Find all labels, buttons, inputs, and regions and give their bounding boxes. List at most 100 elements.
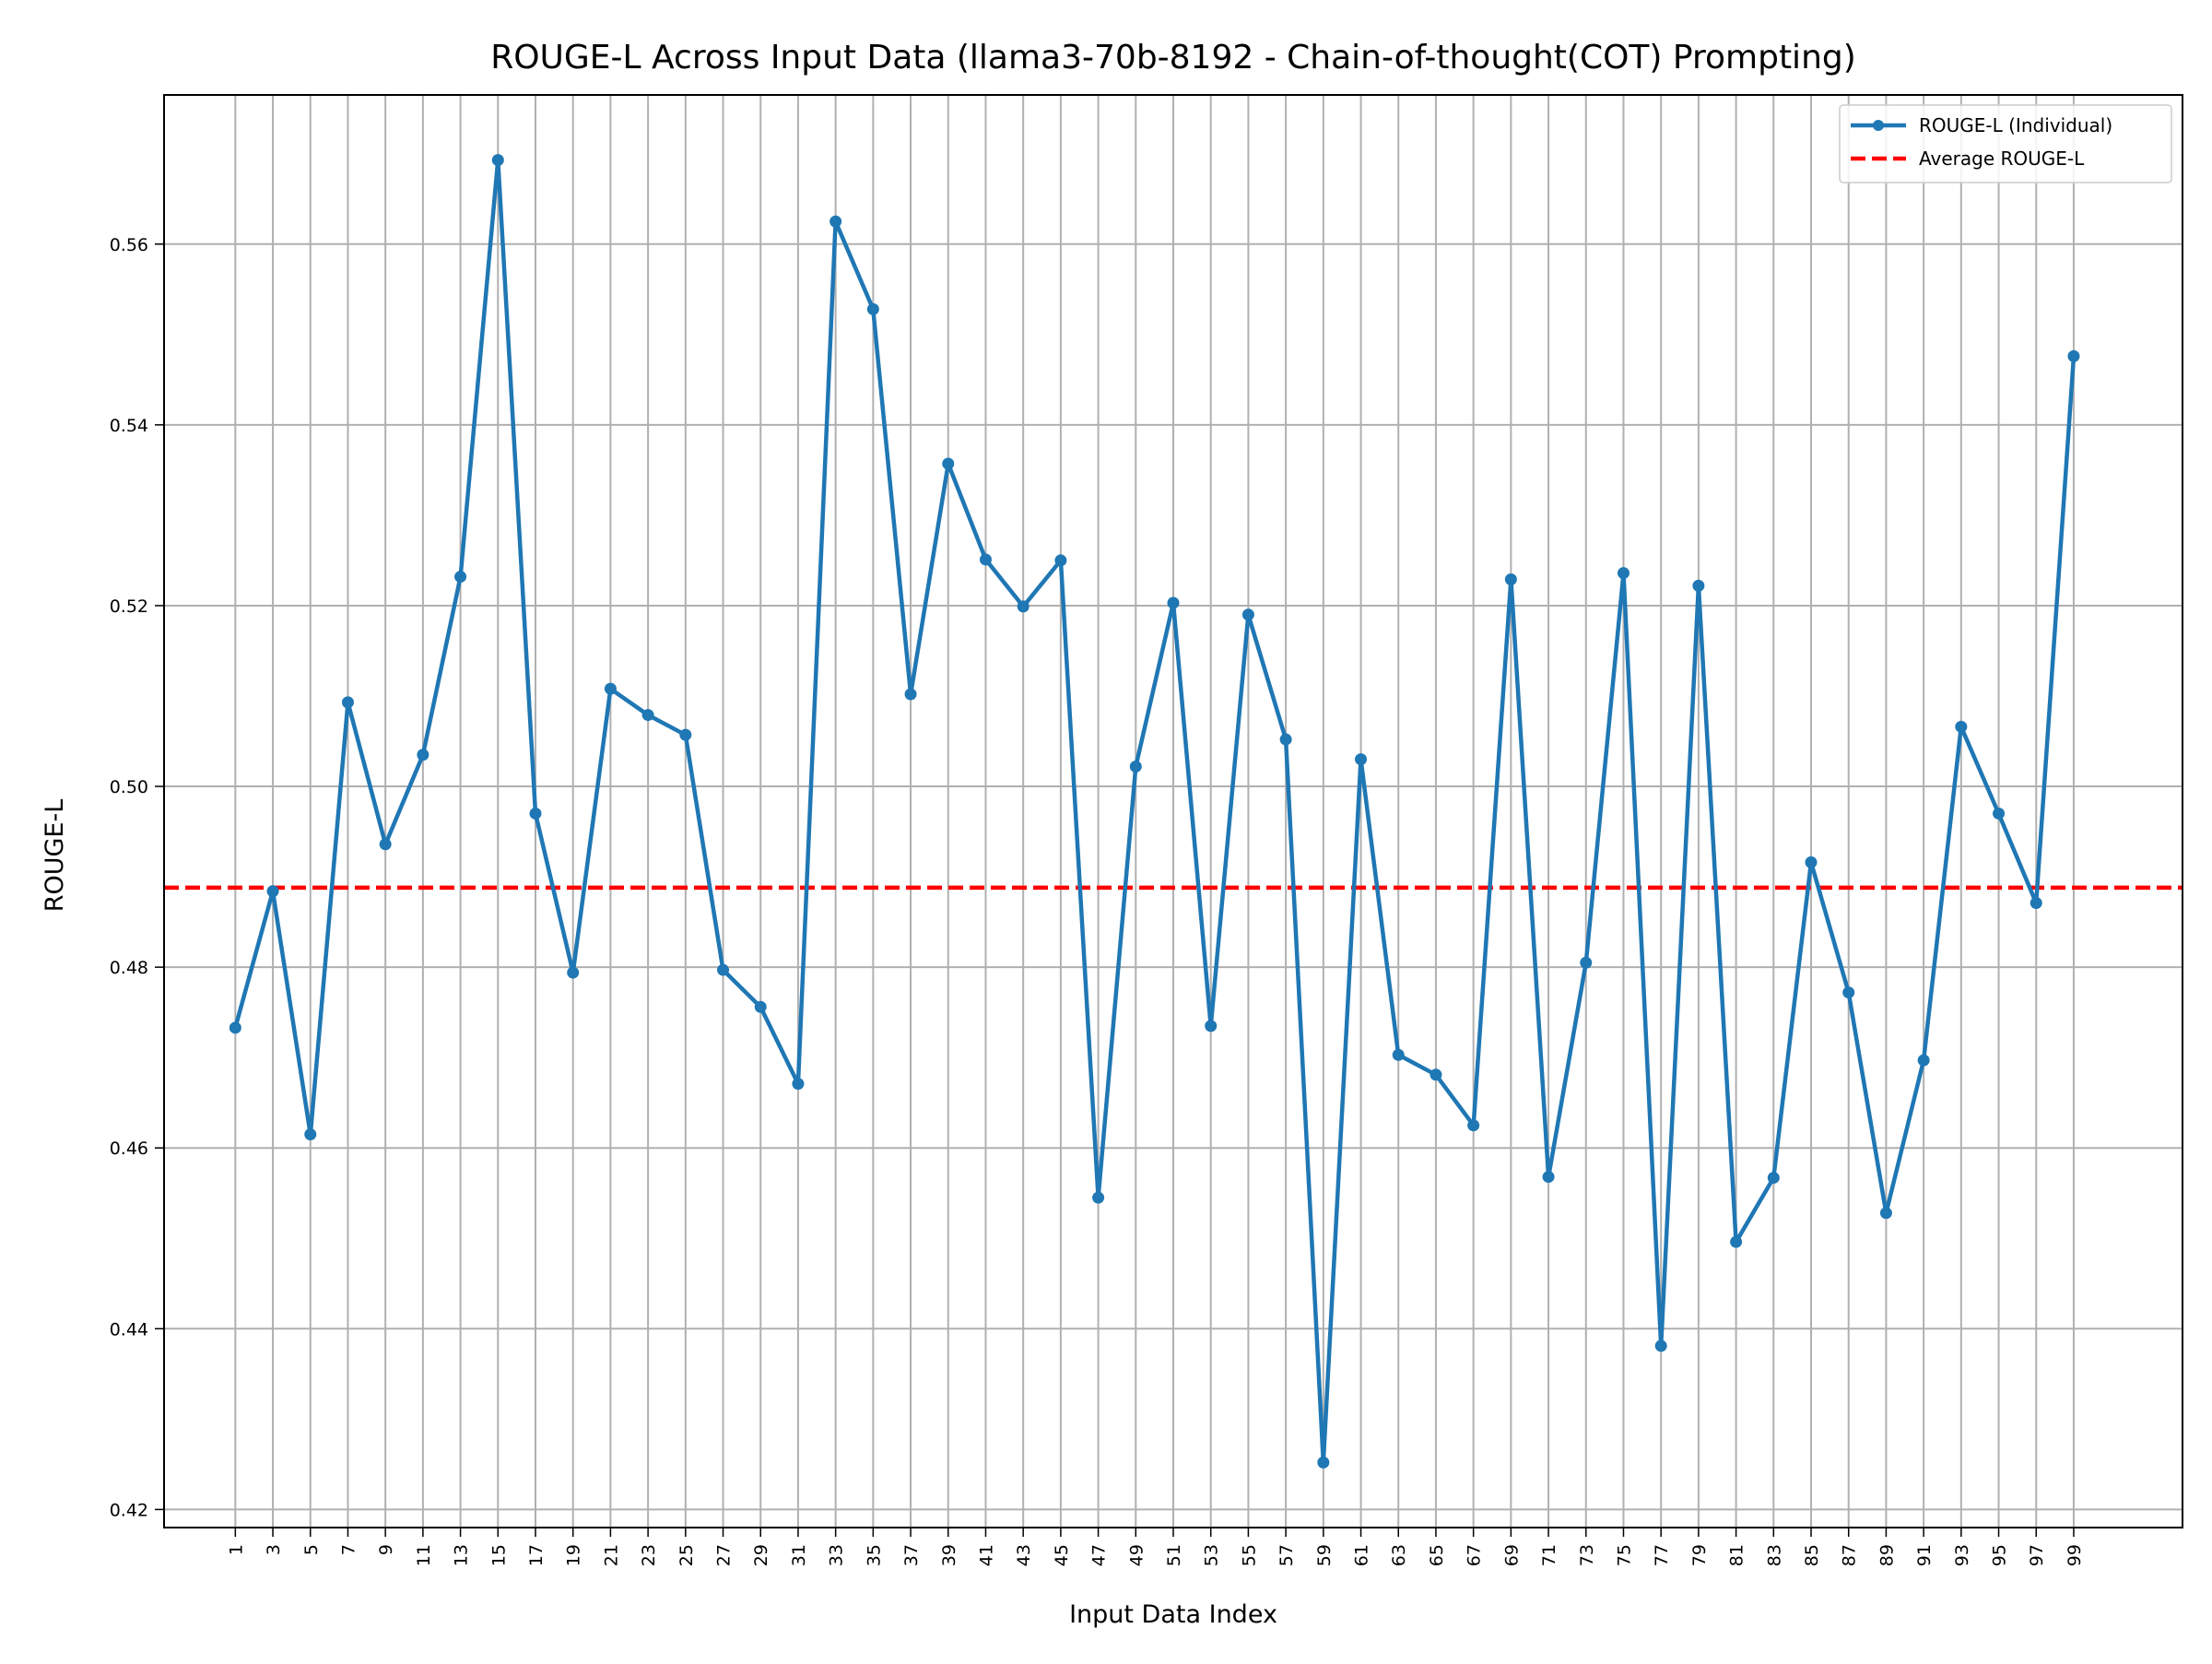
- data-point: [1355, 753, 1368, 766]
- x-tick-label: 89: [1877, 1544, 1897, 1566]
- data-point: [1617, 567, 1630, 580]
- data-point: [1917, 1054, 1930, 1067]
- y-tick-label: 0.50: [110, 777, 148, 797]
- data-point: [641, 709, 654, 722]
- data-point: [1730, 1235, 1743, 1248]
- x-tick-label: 79: [1689, 1544, 1710, 1566]
- x-tick-label: 65: [1427, 1544, 1447, 1566]
- x-tick-label: 51: [1164, 1544, 1184, 1566]
- data-point: [717, 963, 730, 976]
- x-tick-label: 87: [1840, 1544, 1860, 1566]
- x-tick-label: 15: [488, 1544, 509, 1566]
- data-point: [266, 885, 279, 898]
- x-tick-label: 33: [827, 1544, 847, 1566]
- x-tick-label: 53: [1202, 1544, 1222, 1566]
- x-tick-label: 39: [939, 1544, 959, 1566]
- data-point: [1767, 1172, 1780, 1185]
- legend-label-average: Average ROUGE-L: [1919, 148, 2085, 170]
- x-tick-label: 41: [976, 1544, 996, 1566]
- x-tick-label: 85: [1802, 1544, 1822, 1566]
- data-point: [754, 1000, 767, 1013]
- data-point: [1241, 608, 1254, 621]
- x-tick-label: 19: [564, 1544, 584, 1566]
- y-tick-label: 0.42: [110, 1500, 148, 1520]
- data-point: [866, 302, 879, 315]
- chart-title: ROUGE-L Across Input Data (llama3-70b-81…: [490, 39, 1856, 77]
- data-point: [1842, 986, 1855, 999]
- x-tick-label: 25: [677, 1544, 697, 1566]
- data-point: [491, 154, 504, 167]
- data-point: [1279, 733, 1292, 746]
- x-tick-label: 7: [338, 1544, 359, 1555]
- x-tick-label: 63: [1389, 1544, 1409, 1566]
- data-point: [454, 571, 467, 584]
- data-point: [341, 696, 354, 709]
- x-tick-label: 37: [901, 1544, 922, 1566]
- x-tick-label: 97: [2027, 1544, 2047, 1566]
- data-point: [1805, 856, 1818, 868]
- x-tick-label: 71: [1539, 1544, 1559, 1566]
- x-tick-label: 59: [1314, 1544, 1335, 1566]
- x-tick-label: 57: [1277, 1544, 1297, 1566]
- data-point: [1017, 600, 1030, 613]
- data-point: [529, 807, 542, 820]
- y-tick-label: 0.52: [110, 596, 148, 617]
- data-point: [2067, 349, 2080, 362]
- data-point: [1654, 1339, 1667, 1352]
- data-point: [229, 1021, 241, 1034]
- data-point: [1993, 807, 2006, 820]
- x-tick-label: 47: [1089, 1544, 1110, 1566]
- x-tick-label: 11: [414, 1544, 434, 1566]
- x-tick-label: 75: [1614, 1544, 1634, 1566]
- data-point: [1129, 760, 1142, 773]
- x-tick-label: 3: [264, 1544, 284, 1555]
- x-tick-label: 13: [452, 1544, 472, 1566]
- x-tick-label: 5: [301, 1544, 322, 1555]
- data-point: [979, 553, 992, 566]
- y-tick-label: 0.48: [110, 958, 148, 978]
- data-point: [1542, 1171, 1555, 1184]
- data-point: [942, 457, 955, 470]
- x-tick-label: 17: [526, 1544, 547, 1566]
- data-point: [567, 966, 580, 979]
- data-point: [417, 749, 429, 761]
- x-tick-label: 21: [601, 1544, 621, 1566]
- y-tick-label: 0.54: [110, 416, 148, 436]
- data-point: [1504, 573, 1517, 586]
- x-tick-label: 45: [1052, 1544, 1072, 1566]
- data-point: [1092, 1191, 1105, 1204]
- x-tick-label: 61: [1352, 1544, 1372, 1566]
- data-point: [304, 1128, 317, 1141]
- x-tick-label: 69: [1501, 1544, 1522, 1566]
- x-tick-label: 73: [1577, 1544, 1597, 1566]
- x-tick-label: 31: [789, 1544, 809, 1566]
- x-tick-label: 9: [376, 1544, 396, 1555]
- y-tick-label: 0.56: [110, 235, 148, 255]
- legend-label-individual: ROUGE-L (Individual): [1919, 114, 2112, 136]
- data-point: [1467, 1119, 1480, 1132]
- data-point: [1955, 720, 1968, 733]
- data-point: [1054, 554, 1067, 567]
- data-point: [1317, 1456, 1330, 1469]
- x-tick-label: 91: [1914, 1544, 1935, 1566]
- grid-lines: [164, 95, 2183, 1528]
- data-point: [379, 838, 392, 851]
- x-tick-label: 1: [226, 1544, 246, 1555]
- data-point: [904, 688, 917, 701]
- x-tick-label: 35: [864, 1544, 884, 1566]
- legend: ROUGE-L (Individual) Average ROUGE-L: [1839, 104, 2172, 183]
- data-point: [1167, 596, 1180, 609]
- data-point: [830, 215, 842, 228]
- x-tick-label: 77: [1652, 1544, 1672, 1566]
- data-point: [1580, 956, 1593, 969]
- x-tick-label: 83: [1764, 1544, 1784, 1566]
- x-tick-label: 49: [1126, 1544, 1147, 1566]
- x-tick-label: 29: [751, 1544, 771, 1566]
- x-tick-label: 93: [1952, 1544, 1972, 1566]
- data-point: [792, 1078, 805, 1091]
- series-line-individual: [233, 158, 2077, 1465]
- axis-ticks: 1 3 5 7 9 11 13 15 17 19 21 23 25 27 29 31 33 35 37 39 41 43 4…: [110, 235, 2085, 1566]
- series-layer: [229, 154, 2080, 1469]
- data-point: [1692, 579, 1705, 592]
